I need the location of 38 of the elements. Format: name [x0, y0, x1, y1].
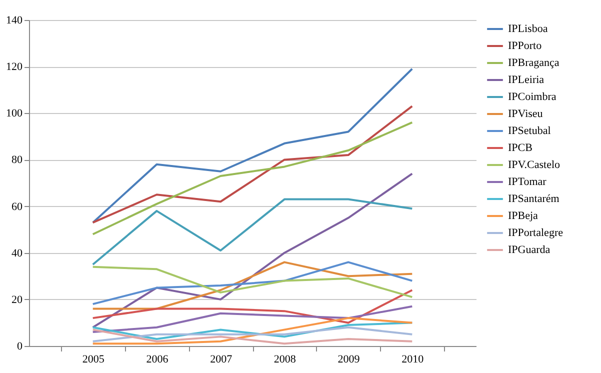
line-series [92, 305, 414, 334]
legend-label: IPCB [508, 142, 532, 154]
legend-label: IPBragança [508, 57, 560, 69]
line-series [92, 198, 414, 266]
y-tick-label: 80 [12, 154, 23, 166]
legend-label: IPLeiria [508, 74, 544, 86]
line-series [92, 105, 414, 224]
legend-label: IPTomar [508, 176, 547, 188]
y-tick-label: 20 [12, 294, 23, 306]
line-series [92, 121, 414, 236]
legend-label: IPBeja [508, 210, 538, 222]
line-series [92, 68, 414, 224]
y-tick-label: 0 [17, 340, 23, 352]
y-tick-label: 140 [6, 14, 23, 26]
legend-label: IPPorto [508, 40, 542, 52]
legend-label: IPSantarém [508, 193, 560, 205]
legend-label: IPSetubal [508, 125, 551, 137]
legend-label: IPV.Castelo [508, 159, 561, 171]
x-tick-label: 2008 [274, 354, 296, 366]
line-series [92, 289, 414, 324]
y-tick-label: 100 [6, 108, 23, 120]
y-tick-label: 40 [12, 247, 23, 260]
legend-label: IPCoimbra [508, 91, 556, 103]
legend-label: IPPortalegre [508, 227, 564, 239]
x-tick-label: 2010 [402, 354, 424, 366]
legend-label: IPViseu [508, 108, 544, 120]
legend-label: IPLisboa [508, 23, 548, 35]
x-tick-label: 2009 [338, 354, 360, 366]
x-tick-label: 2007 [210, 354, 233, 366]
x-tick-label: 2005 [82, 354, 105, 366]
line-series [92, 322, 414, 340]
legend-label: IPGuarda [508, 244, 550, 256]
line-series [92, 266, 414, 298]
line-series [92, 317, 414, 345]
y-tick-label: 60 [12, 200, 23, 213]
x-tick-label: 2006 [146, 354, 169, 366]
line-series [92, 172, 414, 328]
y-tick-label: 120 [6, 61, 23, 74]
